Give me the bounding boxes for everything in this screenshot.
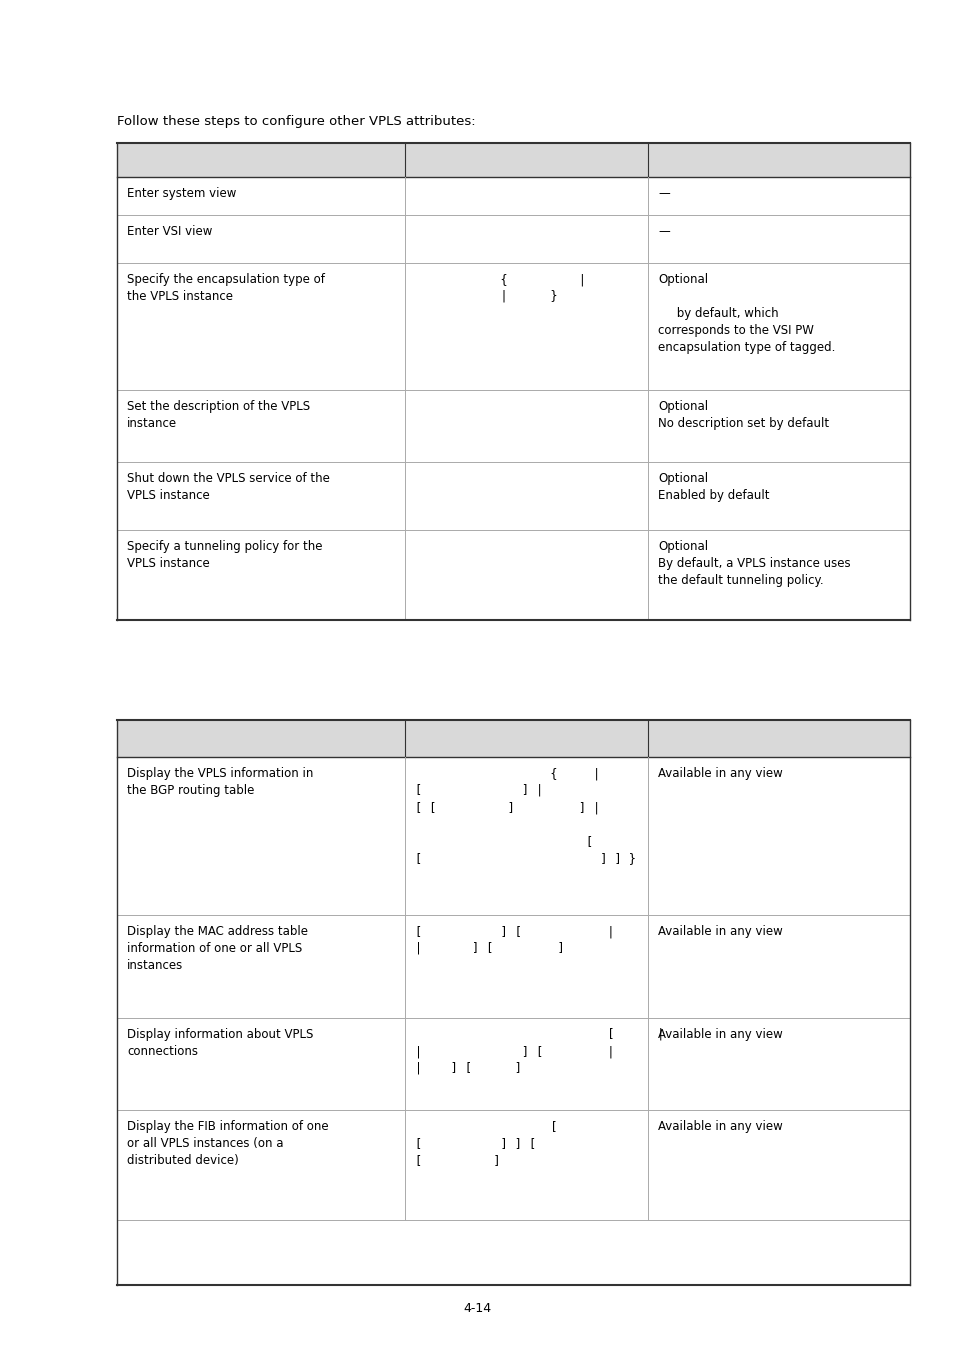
Text: Display information about VPLS
connections: Display information about VPLS connectio… bbox=[127, 1027, 313, 1058]
Text: [           ] [            |
|       ] [         ]: [ ] [ | | ] [ ] bbox=[415, 925, 614, 954]
Text: Available in any view: Available in any view bbox=[658, 1120, 781, 1133]
Text: Shut down the VPLS service of the
VPLS instance: Shut down the VPLS service of the VPLS i… bbox=[127, 472, 330, 502]
Text: Available in any view: Available in any view bbox=[658, 925, 781, 938]
Text: [
[           ] ] [
[          ]: [ [ ] ] [ [ ] bbox=[415, 1120, 557, 1166]
Text: Optional

     by default, which
corresponds to the VSI PW
encapsulation type of: Optional by default, which corresponds t… bbox=[658, 273, 835, 354]
Text: Follow these steps to configure other VPLS attributes:: Follow these steps to configure other VP… bbox=[117, 115, 476, 128]
Text: Optional
By default, a VPLS instance uses
the default tunneling policy.: Optional By default, a VPLS instance use… bbox=[658, 540, 850, 587]
Bar bbox=[117, 143, 909, 177]
Text: {     |
[              ] |
[ [          ]         ] |

                        [: { | [ ] | [ [ ] ] | [ bbox=[415, 767, 636, 865]
Text: Available in any view: Available in any view bbox=[658, 1027, 781, 1041]
Text: {          |
            |      }: { | | } bbox=[415, 273, 585, 302]
Text: —: — bbox=[658, 225, 669, 238]
Text: Display the FIB information of one
or all VPLS instances (on a
distributed devic: Display the FIB information of one or al… bbox=[127, 1120, 328, 1166]
Text: Available in any view: Available in any view bbox=[658, 767, 781, 780]
Bar bbox=[117, 720, 909, 757]
Text: Set the description of the VPLS
instance: Set the description of the VPLS instance bbox=[127, 400, 310, 431]
Text: Enter VSI view: Enter VSI view bbox=[127, 225, 213, 238]
Text: Display the VPLS information in
the BGP routing table: Display the VPLS information in the BGP … bbox=[127, 767, 313, 796]
Text: Enter system view: Enter system view bbox=[127, 188, 236, 200]
Text: —: — bbox=[658, 188, 669, 200]
Text: Display the MAC address table
information of one or all VPLS
instances: Display the MAC address table informatio… bbox=[127, 925, 308, 972]
Text: Optional
No description set by default: Optional No description set by default bbox=[658, 400, 828, 431]
Text: Specify the encapsulation type of
the VPLS instance: Specify the encapsulation type of the VP… bbox=[127, 273, 325, 302]
Text: Specify a tunneling policy for the
VPLS instance: Specify a tunneling policy for the VPLS … bbox=[127, 540, 322, 570]
Text: [      |
|              ] [         |
|    ] [      ]: [ | | ] [ | | ] [ ] bbox=[415, 1027, 663, 1075]
Text: Optional
Enabled by default: Optional Enabled by default bbox=[658, 472, 769, 502]
Text: 4-14: 4-14 bbox=[462, 1301, 491, 1315]
